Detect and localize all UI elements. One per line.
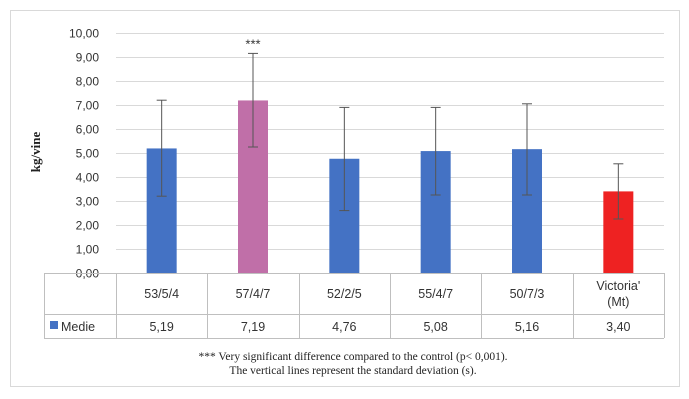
legend-entry: Medie (61, 320, 95, 334)
legend-swatch (50, 321, 58, 329)
annotations: *** (245, 36, 260, 51)
gridlines (116, 33, 664, 250)
data-label: 5,16 (515, 320, 539, 334)
footnote-line: *** Very significant difference compared… (198, 351, 507, 363)
footnote-line: The vertical lines represent the standar… (229, 365, 476, 377)
footnotes: *** Very significant difference compared… (198, 351, 507, 377)
y-tick-label: 2,00 (76, 219, 100, 233)
y-tick-label: 3,00 (76, 195, 100, 209)
y-tick-label: 10,00 (69, 27, 99, 41)
x-tick-label: 53/5/4 (144, 287, 179, 301)
data-label: 4,76 (332, 320, 356, 334)
data-label: 3,40 (606, 320, 630, 334)
y-tick-label: 9,00 (76, 51, 100, 65)
y-tick-label: 8,00 (76, 75, 100, 89)
x-tick-label-line2: (Mt) (607, 295, 629, 309)
y-tick-label: 5,00 (76, 147, 100, 161)
data-table: 53/5/4 5,19 57/4/7 7,19 52/2/5 4,76 55/4/7 5,08… (44, 273, 665, 339)
y-tick-label: 1,00 (76, 243, 100, 257)
x-tick-label: 57/4/7 (236, 287, 271, 301)
y-tick-label: 4,00 (76, 171, 100, 185)
data-label: 7,19 (241, 320, 265, 334)
y-tick-label: 6,00 (76, 123, 100, 137)
x-tick-label: Victoria' (596, 279, 640, 293)
y-tick-label: 7,00 (76, 99, 100, 113)
x-tick-label: 55/4/7 (418, 287, 453, 301)
x-tick-label: 52/2/5 (327, 287, 362, 301)
error-bars (156, 52, 624, 220)
x-tick-label: 50/7/3 (510, 287, 545, 301)
y-axis-ticks: 0,001,002,003,004,005,006,007,008,009,00… (69, 27, 99, 281)
bars (146, 100, 634, 273)
significance-annotation: *** (245, 36, 260, 51)
data-label: 5,08 (423, 320, 447, 334)
data-label: 5,19 (149, 320, 173, 334)
y-axis-label: kg/vine (28, 132, 43, 173)
